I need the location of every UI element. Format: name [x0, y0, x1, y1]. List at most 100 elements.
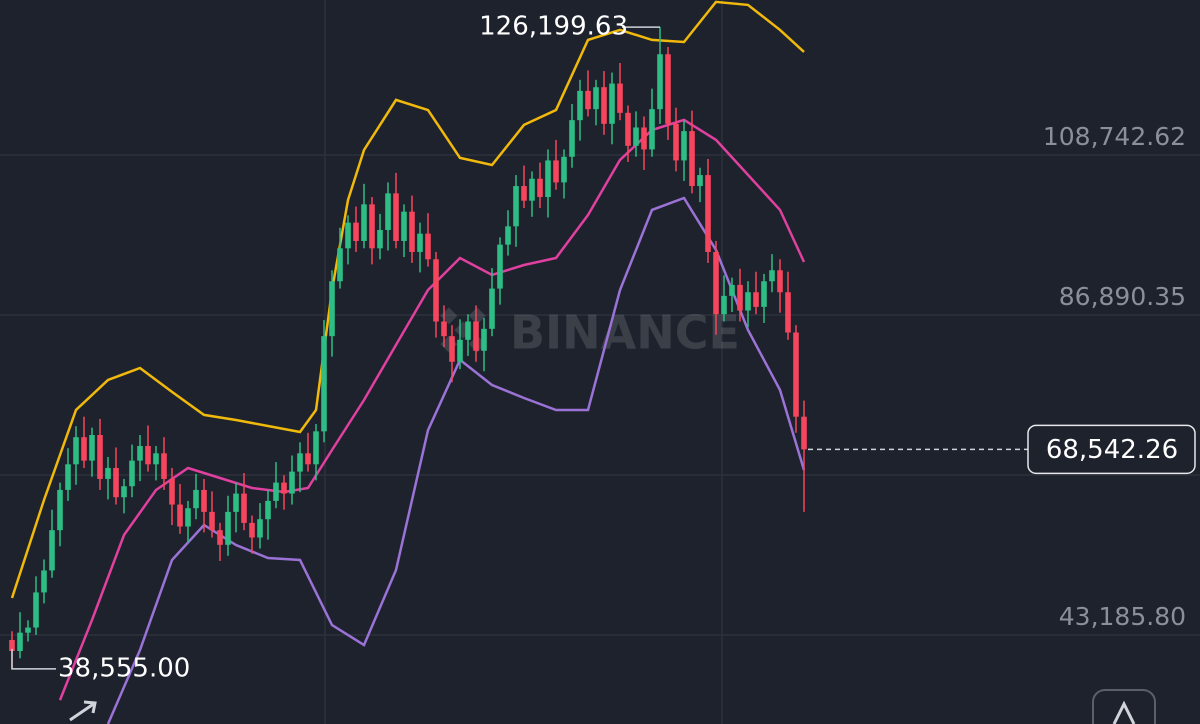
- candle-body: [217, 530, 223, 545]
- band-line: [58, 118, 806, 701]
- candle-body: [449, 336, 455, 362]
- candle-body: [249, 522, 255, 538]
- candle-body: [785, 292, 791, 333]
- candle-body: [337, 248, 343, 282]
- candle-body: [89, 435, 95, 461]
- candle-body: [137, 445, 143, 461]
- y-tick-label: 86,890.35: [1059, 282, 1186, 311]
- candle-body: [593, 87, 599, 110]
- candle-body: [329, 281, 335, 337]
- candle-body: [17, 632, 23, 651]
- candle-body: [129, 460, 135, 487]
- candle-body: [281, 482, 287, 494]
- candle-body: [33, 592, 39, 628]
- candle-body: [345, 222, 351, 249]
- candle-body: [25, 627, 31, 633]
- candle-body: [161, 453, 167, 479]
- candle-body: [409, 211, 415, 252]
- candle-body: [121, 486, 127, 498]
- candle-body: [393, 193, 399, 241]
- candles: [9, 27, 807, 669]
- candle-body: [777, 270, 783, 293]
- candle-body: [633, 127, 639, 146]
- candle-body: [369, 204, 375, 249]
- low-marker-line: [11, 648, 56, 670]
- candle-body: [193, 489, 199, 509]
- candle-body: [665, 54, 671, 124]
- labels: 126,199.63 38,555.00 68,542.26: [11, 12, 1196, 683]
- candle-body: [145, 445, 151, 465]
- candle-body: [433, 259, 439, 322]
- candle-body: [265, 500, 271, 520]
- last-price-box: [1027, 424, 1196, 475]
- candle-body: [521, 186, 527, 201]
- band-line: [10, 0, 805, 599]
- candle-body: [401, 211, 407, 241]
- font-button[interactable]: [1092, 689, 1156, 724]
- candle-body: [113, 467, 119, 498]
- candle-body: [417, 233, 423, 252]
- candle-body: [737, 284, 743, 311]
- candle-body: [73, 437, 79, 465]
- candle-body: [225, 511, 231, 545]
- candle-body: [321, 336, 327, 432]
- candle-body: [313, 431, 319, 465]
- candle-body: [577, 90, 583, 121]
- candle-body: [377, 229, 383, 249]
- candle-body: [257, 519, 263, 538]
- candle-body: [673, 123, 679, 161]
- y-tick-label: 43,185.80: [1059, 602, 1186, 631]
- candle-body: [273, 482, 279, 501]
- candle-body: [609, 83, 615, 124]
- y-tick-label: 108,742.62: [1043, 122, 1186, 151]
- candle-body: [649, 109, 655, 150]
- candle-body: [601, 87, 607, 124]
- candle-body: [681, 131, 687, 161]
- candle-body: [745, 292, 751, 311]
- low-marker-label: 38,555.00: [58, 653, 190, 683]
- candle-body: [209, 511, 215, 531]
- candle-body: [513, 186, 519, 227]
- candle-body: [617, 83, 623, 113]
- candle-body: [153, 453, 159, 465]
- candle-body: [793, 332, 799, 417]
- candle-body: [353, 222, 359, 241]
- candle-body: [41, 570, 47, 593]
- candle-body: [289, 471, 295, 494]
- candle-body: [105, 467, 111, 479]
- candle-body: [705, 175, 711, 252]
- candle-body: [657, 54, 663, 110]
- high-marker-label: 126,199.63: [479, 12, 628, 42]
- candle-body: [201, 489, 207, 512]
- candle-body: [769, 270, 775, 282]
- candle-body: [241, 493, 247, 523]
- candle-body: [561, 156, 567, 183]
- candle-body: [473, 321, 479, 351]
- candle-body: [49, 530, 55, 571]
- candle-body: [553, 160, 559, 183]
- candle-body: [9, 640, 15, 651]
- candle-body: [489, 288, 495, 329]
- candle-body: [641, 127, 647, 150]
- candle-body: [569, 120, 575, 157]
- candle-body: [305, 453, 311, 465]
- candle-body: [65, 464, 71, 490]
- expand-icon[interactable]: [69, 700, 97, 722]
- candle-body: [185, 508, 191, 527]
- candle-body: [441, 321, 447, 337]
- candle-body: [57, 489, 63, 531]
- candle-body: [497, 244, 503, 289]
- candle-body: [729, 284, 735, 296]
- candle-body: [81, 437, 87, 461]
- candle-body: [537, 178, 543, 198]
- candle-body: [753, 292, 759, 307]
- candle-body: [465, 321, 471, 340]
- candle-body: [385, 193, 391, 230]
- candle-body: [625, 112, 631, 146]
- watermark: BINANCE: [440, 306, 740, 360]
- last-price-label: 68,542.26: [1046, 435, 1178, 465]
- candle-body: [361, 204, 367, 241]
